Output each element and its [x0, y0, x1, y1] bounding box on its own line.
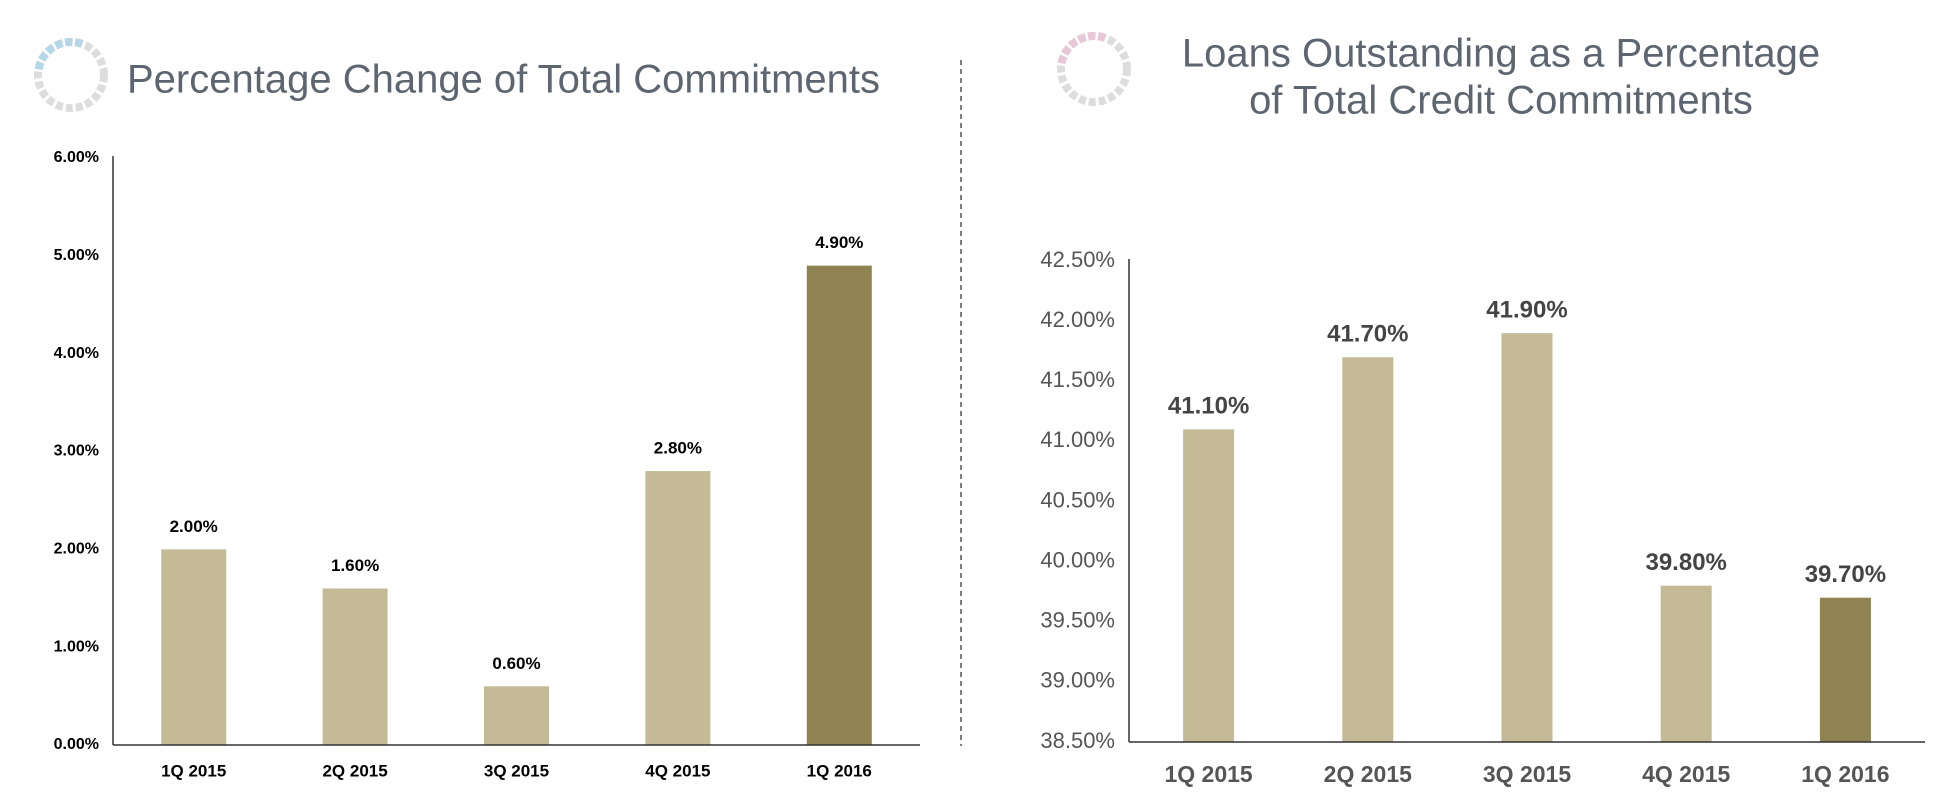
bar	[1183, 429, 1235, 742]
data-label: 0.60%	[492, 654, 540, 673]
y-tick-label: 42.50%	[1040, 247, 1115, 272]
x-tick-label: 2Q 2015	[322, 761, 387, 780]
x-tick-label: 1Q 2016	[1801, 761, 1889, 787]
y-tick-label: 39.00%	[1040, 668, 1115, 693]
y-tick-label: 3.00%	[54, 443, 99, 460]
y-tick-label: 41.50%	[1040, 367, 1115, 392]
x-tick-label: 1Q 2015	[1164, 761, 1252, 787]
data-label: 39.70%	[1805, 561, 1886, 588]
chart-title: Loans Outstanding as a Percentage	[1182, 32, 1820, 76]
x-tick-label: 1Q 2015	[161, 761, 226, 780]
x-tick-label: 3Q 2015	[484, 761, 549, 780]
y-tick-label: 40.50%	[1040, 487, 1115, 512]
icon	[1057, 32, 1131, 106]
data-label: 1.60%	[331, 556, 379, 575]
x-tick-label: 4Q 2015	[1642, 761, 1730, 787]
bar	[1342, 357, 1394, 742]
y-tick-label: 38.50%	[1040, 728, 1115, 753]
bar	[1819, 597, 1871, 742]
bar	[645, 471, 711, 745]
data-label: 2.00%	[170, 517, 218, 536]
y-tick-label: 42.00%	[1040, 307, 1115, 332]
data-label: 41.90%	[1486, 296, 1567, 323]
x-tick-label: 4Q 2015	[645, 761, 710, 780]
icon	[34, 38, 108, 112]
y-tick-label: 4.00%	[54, 345, 99, 362]
bar	[1501, 333, 1553, 742]
bar	[1660, 585, 1712, 742]
data-label: 4.90%	[815, 233, 863, 252]
bar	[161, 549, 227, 745]
y-tick-label: 0.00%	[54, 736, 99, 753]
bar	[806, 265, 872, 745]
data-label: 41.70%	[1327, 321, 1408, 348]
chart-title: Percentage Change of Total Commitments	[127, 58, 880, 102]
y-tick-label: 6.00%	[54, 149, 99, 166]
y-tick-label: 2.00%	[54, 541, 99, 558]
data-label: 41.10%	[1168, 393, 1249, 420]
y-tick-label: 41.00%	[1040, 427, 1115, 452]
data-label: 39.80%	[1645, 549, 1726, 576]
x-tick-label: 3Q 2015	[1483, 761, 1571, 787]
x-tick-label: 2Q 2015	[1324, 761, 1412, 787]
x-tick-label: 1Q 2016	[807, 761, 872, 780]
data-label: 2.80%	[654, 439, 702, 458]
chart-title: of Total Credit Commitments	[1249, 79, 1753, 123]
bar	[484, 686, 549, 745]
y-tick-label: 40.00%	[1040, 547, 1115, 572]
y-tick-label: 1.00%	[54, 638, 99, 655]
y-tick-label: 39.50%	[1040, 608, 1115, 633]
bar	[322, 588, 388, 745]
y-tick-label: 5.00%	[54, 247, 99, 264]
